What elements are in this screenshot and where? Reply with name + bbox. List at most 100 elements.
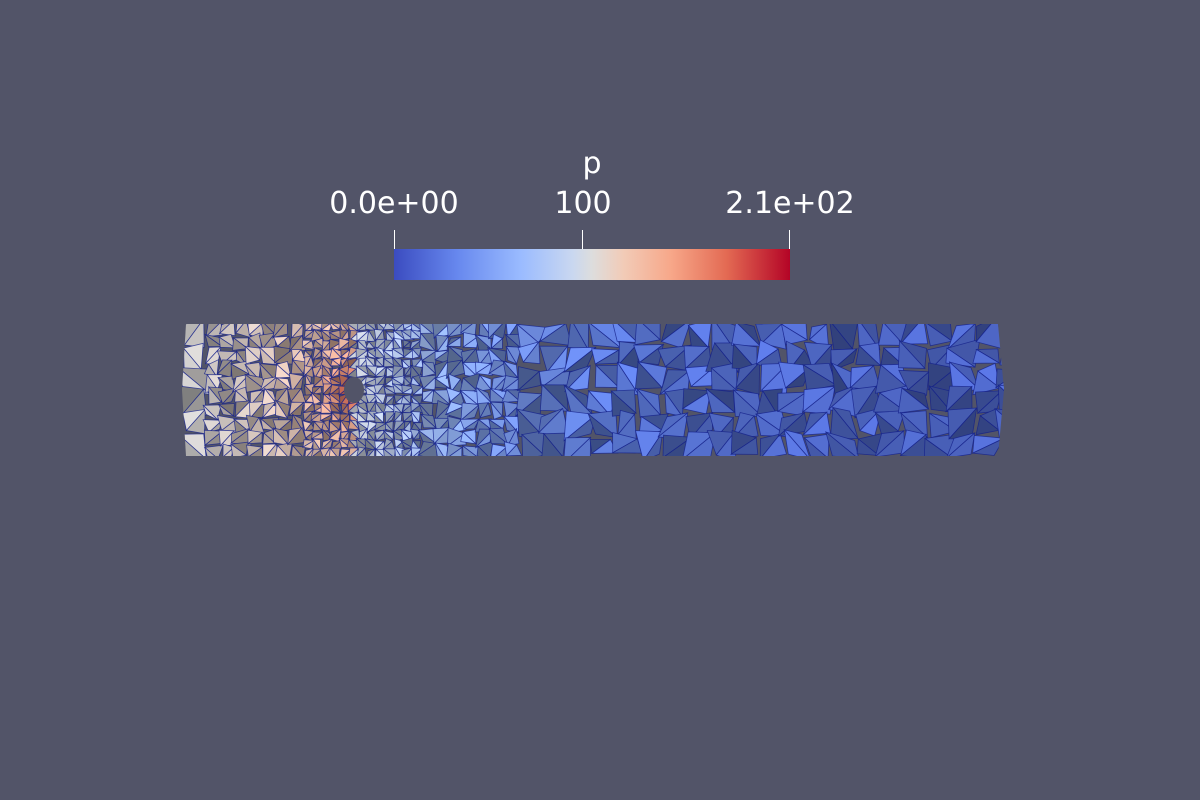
mesh-cell bbox=[541, 432, 564, 456]
mesh-cell bbox=[516, 370, 542, 392]
mesh-cell bbox=[462, 418, 480, 430]
mesh-cell bbox=[290, 444, 305, 456]
mesh-cell bbox=[489, 387, 508, 403]
mesh-cell bbox=[972, 348, 1001, 364]
mesh-cell bbox=[402, 340, 411, 349]
mesh-cell bbox=[356, 411, 368, 423]
mesh-cell bbox=[897, 387, 930, 414]
mesh-cell bbox=[521, 433, 546, 456]
mesh-cell bbox=[856, 438, 881, 456]
mesh-cell bbox=[783, 428, 812, 456]
mesh-cell bbox=[330, 359, 341, 367]
mesh-cell bbox=[587, 412, 619, 439]
mesh-cell bbox=[434, 442, 448, 456]
mesh-cell bbox=[460, 403, 481, 421]
mesh-cell bbox=[999, 343, 1004, 368]
mesh-cell bbox=[681, 390, 712, 415]
mesh-cell bbox=[490, 337, 503, 350]
mesh-cell bbox=[366, 349, 378, 359]
mesh-cell bbox=[311, 324, 324, 331]
mesh-cell bbox=[312, 420, 323, 432]
mesh-cell bbox=[660, 324, 693, 349]
mesh-cell bbox=[365, 364, 379, 378]
mesh-cell bbox=[310, 391, 322, 406]
mesh-cell bbox=[338, 368, 352, 376]
mesh-cell bbox=[1002, 431, 1004, 456]
legend-tick-min-mark bbox=[394, 230, 395, 249]
mesh-cell bbox=[445, 446, 463, 456]
mesh-cell bbox=[664, 390, 684, 418]
legend-tick-max-label: 2.1e+02 bbox=[725, 186, 855, 221]
mesh-cell bbox=[595, 349, 620, 365]
mesh-cell bbox=[735, 361, 761, 396]
mesh-cell bbox=[204, 446, 220, 456]
mesh-cell bbox=[221, 387, 238, 405]
mesh-cell bbox=[594, 364, 620, 388]
mesh-cell bbox=[945, 431, 976, 456]
mesh-cell bbox=[375, 448, 387, 456]
mesh-cell bbox=[403, 376, 411, 387]
mesh-cell bbox=[994, 407, 1004, 438]
mesh-cell bbox=[729, 436, 759, 455]
mesh-cell bbox=[923, 437, 953, 456]
mesh-cell bbox=[897, 339, 926, 369]
mesh-cell bbox=[365, 340, 376, 349]
mesh-cell bbox=[355, 447, 369, 456]
legend-tick-mid-label: 100 bbox=[554, 186, 612, 221]
mesh-cell bbox=[303, 422, 316, 433]
mesh-cell bbox=[384, 422, 394, 433]
mesh-cell bbox=[383, 358, 396, 368]
mesh-cell bbox=[328, 400, 342, 413]
mesh-cell bbox=[202, 405, 218, 421]
mesh-cell bbox=[998, 430, 1004, 456]
mesh-cell bbox=[331, 411, 340, 421]
mesh-cell bbox=[445, 336, 462, 347]
mesh-cell bbox=[301, 339, 315, 351]
mesh-cell bbox=[1003, 340, 1004, 369]
mesh-cell bbox=[997, 384, 1004, 418]
mesh-cell bbox=[410, 329, 422, 340]
mesh-cell bbox=[642, 431, 664, 456]
mesh-cell bbox=[258, 346, 279, 366]
mesh-cell bbox=[328, 427, 342, 443]
mesh-cell bbox=[322, 393, 334, 405]
mesh-cell bbox=[329, 377, 343, 385]
cylinder-hole bbox=[344, 377, 364, 403]
mesh-cell bbox=[312, 339, 325, 349]
mesh-cell bbox=[780, 324, 809, 346]
mesh-cell bbox=[999, 324, 1004, 351]
mesh-cell bbox=[928, 384, 953, 413]
legend-colorbar bbox=[394, 249, 790, 280]
legend-title: p bbox=[582, 146, 602, 181]
mesh-cell bbox=[462, 445, 480, 456]
mesh-cell bbox=[262, 432, 276, 445]
mesh-cell bbox=[274, 363, 293, 379]
mesh-cell bbox=[975, 414, 1000, 436]
mesh-cell bbox=[421, 360, 437, 378]
mesh-cell bbox=[365, 447, 376, 456]
mesh-cell bbox=[338, 437, 351, 448]
mesh-cell bbox=[501, 389, 521, 403]
mesh-cell bbox=[273, 427, 291, 447]
mesh-cell bbox=[855, 345, 882, 366]
mesh-cell bbox=[328, 331, 343, 340]
mesh-cell bbox=[374, 365, 387, 377]
mesh-cell bbox=[522, 340, 541, 365]
mesh-cell bbox=[825, 430, 861, 456]
mesh-cell bbox=[998, 324, 1004, 351]
mesh-cell bbox=[328, 324, 341, 331]
mesh-cell bbox=[340, 418, 349, 433]
mesh-cell bbox=[391, 382, 405, 394]
legend-tick-min-label: 0.0e+00 bbox=[329, 186, 459, 221]
mesh-cell bbox=[400, 395, 412, 405]
mesh-cell bbox=[562, 436, 591, 456]
mesh-cell bbox=[328, 447, 340, 456]
mesh-cell bbox=[434, 377, 451, 390]
mesh-cell bbox=[878, 324, 906, 346]
legend-tick-max-mark bbox=[789, 230, 790, 249]
mesh-cell bbox=[488, 428, 509, 445]
mesh-cell bbox=[420, 413, 438, 429]
mesh-cell bbox=[246, 431, 263, 445]
